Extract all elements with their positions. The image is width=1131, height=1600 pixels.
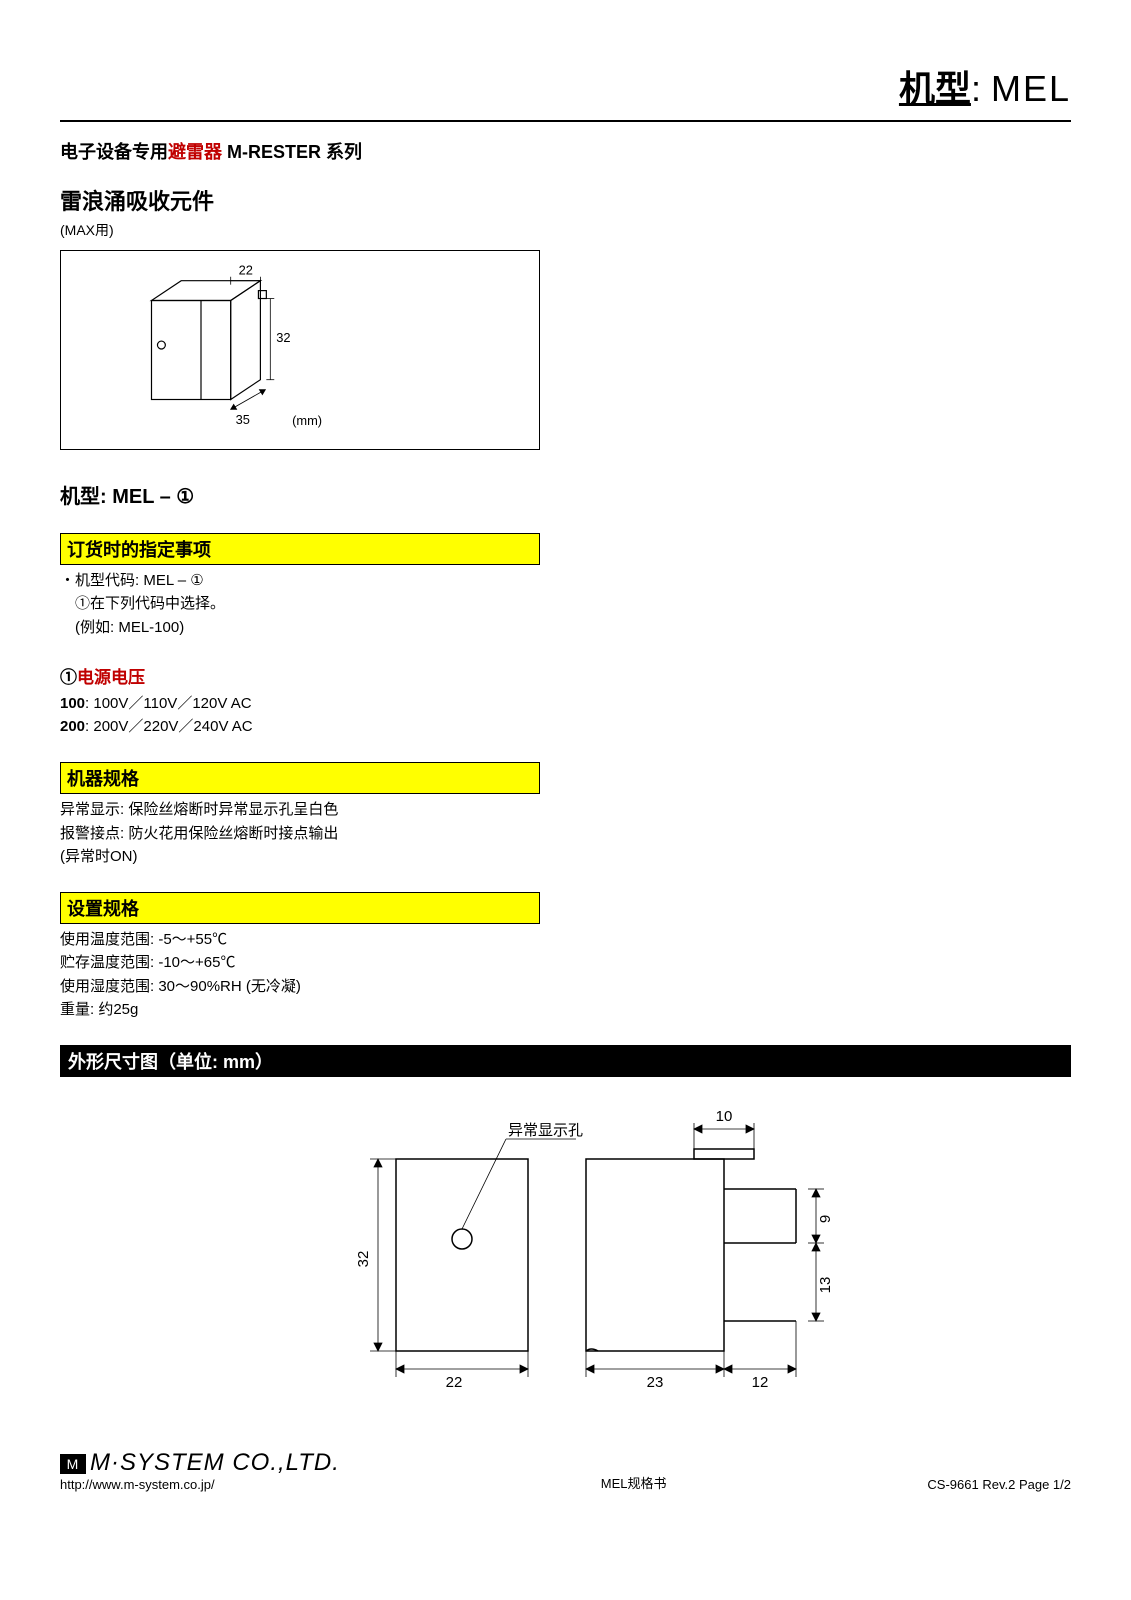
voltage-code-0: 100 xyxy=(60,695,85,712)
dimensions-figure: 异常显示孔 22 32 xyxy=(60,1089,1071,1409)
dim-front-w: 22 xyxy=(445,1374,462,1391)
voltage-code-1: 200 xyxy=(60,718,85,735)
iso-diagram-svg: 22 32 35 (mm) xyxy=(61,251,539,449)
footer-logo-mark: M xyxy=(60,1454,86,1474)
page-header: 机型: MEL xyxy=(60,60,1071,112)
product-subnote: (MAX用) xyxy=(60,220,1071,240)
device-spec-line-2: (异常时ON) xyxy=(60,845,540,868)
ordering-line-2: (例如: MEL-100) xyxy=(60,616,540,639)
footer-logo-text: M·SYSTEM CO.,LTD. xyxy=(90,1449,340,1476)
footer-right: CS-9661 Rev.2 Page 1/2 xyxy=(927,1477,1071,1492)
voltage-desc-0: : 100V／110V／120V AC xyxy=(85,695,252,712)
dim-lead-h-upper: 9 xyxy=(817,1215,834,1223)
install-spec-line-3: 重量: 约25g xyxy=(60,998,540,1021)
iso-unit: (mm) xyxy=(292,413,322,428)
dimensions-heading: 外形尺寸图（单位: mm） xyxy=(60,1045,1071,1077)
install-spec-heading: 设置规格 xyxy=(60,892,540,924)
voltage-title: 电源电压 xyxy=(77,668,145,687)
device-spec-line-0: 异常显示: 保险丝熔断时异常显示孔呈白色 xyxy=(60,798,540,821)
install-spec-line-2: 使用湿度范围: 30～90%RH (无冷凝) xyxy=(60,975,540,998)
install-spec-line-0: 使用温度范围: -5～+55℃ xyxy=(60,928,540,951)
dim-cap-w: 10 xyxy=(715,1108,732,1125)
footer-center: MEL规格书 xyxy=(340,1473,928,1492)
ordering-heading: 订货时的指定事项 xyxy=(60,533,540,565)
model-value: : MEL – ① xyxy=(100,486,194,508)
iso-dim-22: 22 xyxy=(239,263,253,278)
series-line: 电子设备专用避雷器 M-RESTER 系列 xyxy=(60,138,1071,164)
install-spec-body: 使用温度范围: -5～+55℃ 贮存温度范围: -10～+65℃ 使用湿度范围:… xyxy=(60,928,540,1021)
voltage-mark: ① xyxy=(60,668,77,687)
device-spec-heading: 机器规格 xyxy=(60,762,540,794)
voltage-desc-1: : 200V／220V／240V AC xyxy=(85,718,253,735)
model-label: 机型 xyxy=(60,486,100,508)
ordering-line-1: ①在下列代码中选择。 xyxy=(60,592,540,615)
dim-lead-w: 12 xyxy=(751,1374,768,1391)
series-prefix: 电子设备专用 xyxy=(60,142,168,162)
footer-logo: MM·SYSTEM CO.,LTD. xyxy=(60,1449,340,1477)
ordering-line-0: ・机型代码: MEL – ① xyxy=(60,569,540,592)
footer-left: MM·SYSTEM CO.,LTD. http://www.m-system.c… xyxy=(60,1449,340,1492)
iso-dim-32: 32 xyxy=(276,330,290,345)
device-spec-body: 异常显示: 保险丝熔断时异常显示孔呈白色 报警接点: 防火花用保险丝熔断时接点输… xyxy=(60,798,540,868)
header-label: 机型 xyxy=(899,68,971,109)
device-spec-line-1: 报警接点: 防火花用保险丝熔断时接点输出 xyxy=(60,822,540,845)
header-value: MEL xyxy=(991,68,1071,109)
footer-url: http://www.m-system.co.jp/ xyxy=(60,1477,340,1492)
header-rule xyxy=(60,120,1071,122)
iso-dim-35: 35 xyxy=(236,412,250,427)
dim-lead-gap: 13 xyxy=(817,1277,834,1294)
series-name: M-RESTER 系列 xyxy=(222,142,362,162)
voltage-body: 100: 100V／110V／120V AC 200: 200V／220V／24… xyxy=(60,692,540,739)
voltage-heading: ①电源电压 xyxy=(60,663,1071,688)
iso-diagram-box: 22 32 35 (mm) xyxy=(60,250,540,450)
dim-front-h: 32 xyxy=(355,1251,372,1268)
install-spec-line-1: 贮存温度范围: -10～+65℃ xyxy=(60,951,540,974)
header-colon: : xyxy=(971,68,991,109)
dim-body-w: 23 xyxy=(646,1374,663,1391)
series-arrester: 避雷器 xyxy=(168,142,222,162)
dimensions-svg: 异常显示孔 22 32 xyxy=(246,1089,886,1409)
dim-callout: 异常显示孔 xyxy=(508,1122,583,1139)
footer: MM·SYSTEM CO.,LTD. http://www.m-system.c… xyxy=(60,1449,1071,1492)
product-title: 雷浪涌吸收元件 xyxy=(60,184,1071,216)
voltage-row-0: 100: 100V／110V／120V AC xyxy=(60,692,540,715)
ordering-body: ・机型代码: MEL – ① ①在下列代码中选择。 (例如: MEL-100) xyxy=(60,569,540,639)
voltage-row-1: 200: 200V／220V／240V AC xyxy=(60,715,540,738)
model-line: 机型: MEL – ① xyxy=(60,480,1071,509)
